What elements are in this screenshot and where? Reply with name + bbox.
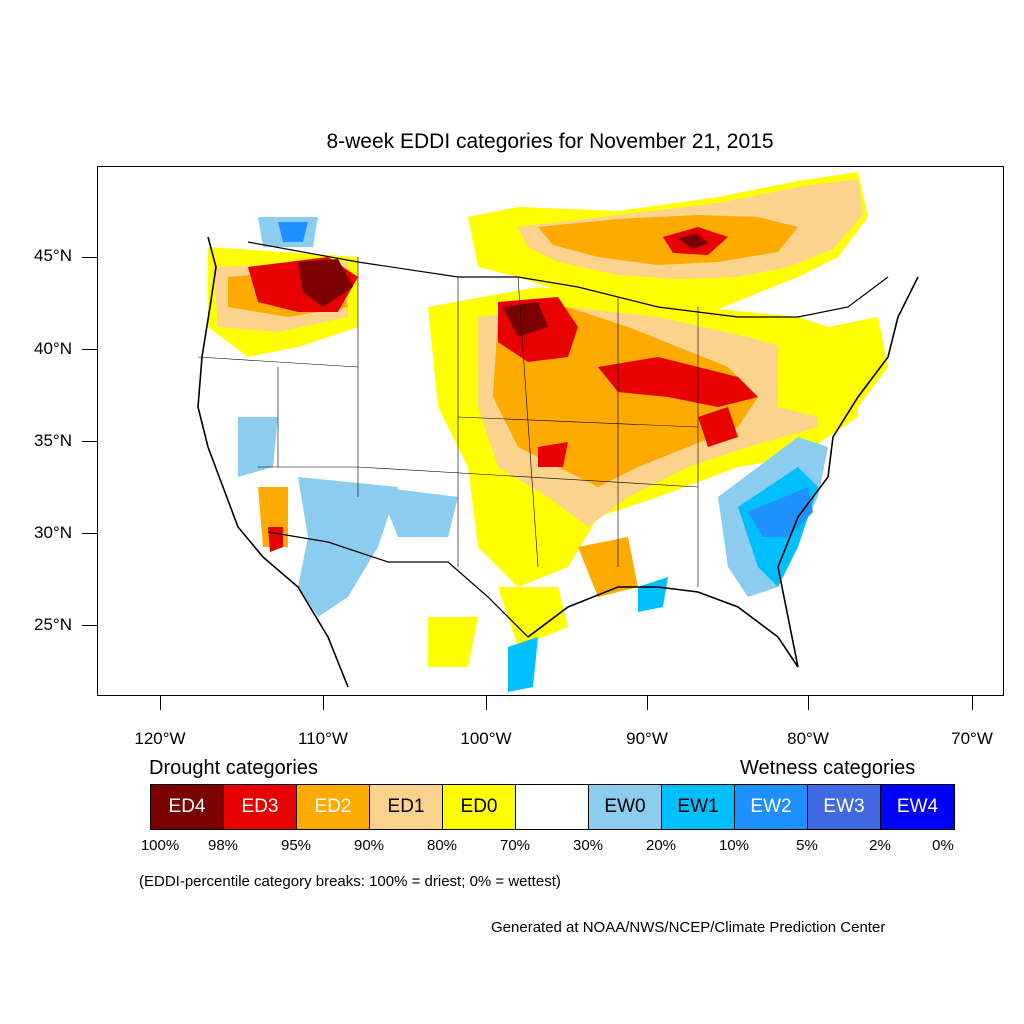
region-ed3 [538,442,568,467]
percentile-label: 20% [645,837,677,854]
lat-tick [82,533,97,534]
percentile-label: 5% [796,837,818,854]
eddi-map [197,172,919,692]
region-ew2 [278,222,308,242]
legend-cell-ed4: ED4 [151,785,224,829]
map-panel [97,166,1004,696]
region-ed3 [698,407,738,447]
percentile-label: 90% [353,837,385,854]
percentile-label: 70% [499,837,531,854]
lat-tick [82,349,97,350]
legend-cell-ew2: EW2 [735,785,808,829]
percentile-label: 95% [280,837,312,854]
percentile-label: 0% [932,837,954,854]
legend-cell-ew3: EW3 [808,785,881,829]
lon-tick [160,696,161,710]
lat-label: 30°N [34,523,72,542]
lon-tick [323,696,324,710]
lat-label: 25°N [34,615,72,634]
region-ed4 [678,233,708,249]
region-ed4 [298,259,353,307]
legend-bar: ED4 ED3 ED2 ED1 ED0 EW0 EW1 EW2 EW3 EW4 [150,784,955,830]
region-ed2 [578,537,638,597]
lat-tick [82,625,97,626]
east-coastline [777,276,919,668]
region-ed3 [268,527,283,552]
credit-line: Generated at NOAA/NWS/NCEP/Climate Predi… [491,919,886,936]
percentile-label: 10% [718,837,750,854]
lon-tick [972,696,973,710]
lat-label: 40°N [34,339,72,358]
coastline [197,236,349,688]
legend-cell-ed3: ED3 [224,785,297,829]
lon-label: 80°W [787,729,829,748]
region-ew0 [238,417,278,477]
wetness-heading: Wetness categories [740,757,916,779]
region-ed0 [428,617,478,667]
legend-cell-ed0: ED0 [443,785,516,829]
region-ew1 [508,637,538,692]
percentile-note: (EDDI-percentile category breaks: 100% =… [139,873,561,890]
legend-cell-ed1: ED1 [370,785,443,829]
region-ew0 [378,487,458,537]
region-ew2 [748,487,813,537]
lon-label: 70°W [951,729,993,748]
lon-tick [808,696,809,710]
legend-cell-ew4: EW4 [881,785,954,829]
legend-cell-ed2: ED2 [297,785,370,829]
percentile-label: 30% [572,837,604,854]
state-borders [197,257,699,587]
lon-tick [647,696,648,710]
lat-label: 35°N [34,431,72,450]
lat-tick [82,257,97,258]
lon-label: 110°W [298,729,348,748]
legend-cell-ew0: EW0 [589,785,662,829]
legend-cell-ew1: EW1 [662,785,735,829]
region-ew0 [298,477,398,617]
drought-heading: Drought categories [149,757,318,779]
gulf-coastline [527,586,799,668]
lon-label: 90°W [626,729,668,748]
lat-tick [82,441,97,442]
percentile-label: 2% [869,837,891,854]
region-ed0 [498,587,568,647]
legend-cell-none [516,785,589,829]
lon-tick [486,696,487,710]
lat-label: 45°N [34,246,72,265]
lon-label: 120°W [134,729,186,748]
region-ed4 [503,302,548,337]
region-ed3 [598,357,758,407]
lon-label: 100°W [460,729,512,748]
us-mexico-border [267,531,529,638]
map-title: 8-week EDDI categories for November 21, … [326,130,774,153]
percentile-label: 80% [426,837,458,854]
percentile-label: 100% [140,837,180,854]
percentile-label: 98% [207,837,239,854]
region-ed0 [778,317,888,417]
region-ew1 [638,577,668,612]
